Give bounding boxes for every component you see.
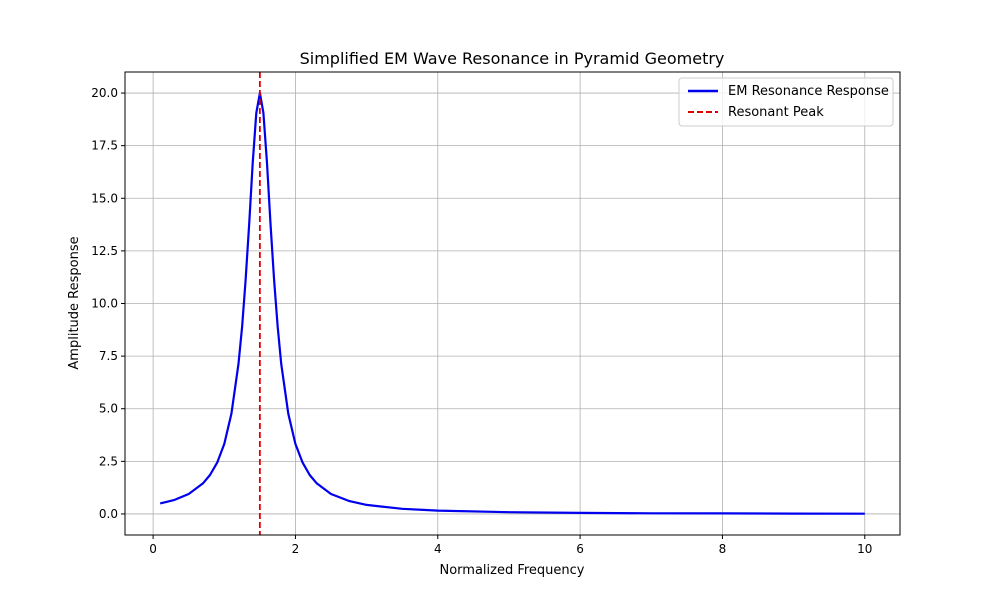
- x-tick-label: 10: [857, 542, 872, 556]
- x-axis-label: Normalized Frequency: [439, 563, 584, 578]
- legend-label-peak: Resonant Peak: [728, 105, 824, 120]
- ticks: 0 2 4 6 8 10 0.0 2.5 5.0 7.5 10.0 12.5 15.0 17.5 20.0: [91, 86, 872, 556]
- grid: [125, 72, 900, 535]
- x-tick-label: 0: [149, 542, 157, 556]
- y-tick-label: 2.5: [99, 454, 118, 468]
- x-tick-label: 6: [576, 542, 584, 556]
- legend: EM Resonance Response Resonant Peak: [678, 77, 894, 127]
- y-tick-label: 10.0: [91, 297, 118, 311]
- plot-area: [159, 72, 865, 535]
- axes-frame: [124, 71, 901, 536]
- y-tick-label: 0.0: [99, 507, 118, 521]
- y-tick-label: 17.5: [91, 139, 118, 153]
- x-tick-label: 4: [434, 542, 442, 556]
- y-tick-label: 12.5: [91, 244, 118, 258]
- response-line: [159, 91, 865, 515]
- x-tick-label: 8: [719, 542, 727, 556]
- x-tick-label: 2: [292, 542, 300, 556]
- y-axis-label: Amplitude Response: [67, 236, 82, 369]
- y-tick-label: 7.5: [99, 349, 118, 363]
- legend-label-response: EM Resonance Response: [728, 84, 889, 99]
- y-tick-label: 5.0: [99, 402, 118, 416]
- chart-title: Simplified EM Wave Resonance in Pyramid …: [300, 49, 725, 68]
- y-tick-label: 15.0: [91, 191, 118, 205]
- y-tick-label: 20.0: [91, 86, 118, 100]
- legend-box: [678, 77, 894, 127]
